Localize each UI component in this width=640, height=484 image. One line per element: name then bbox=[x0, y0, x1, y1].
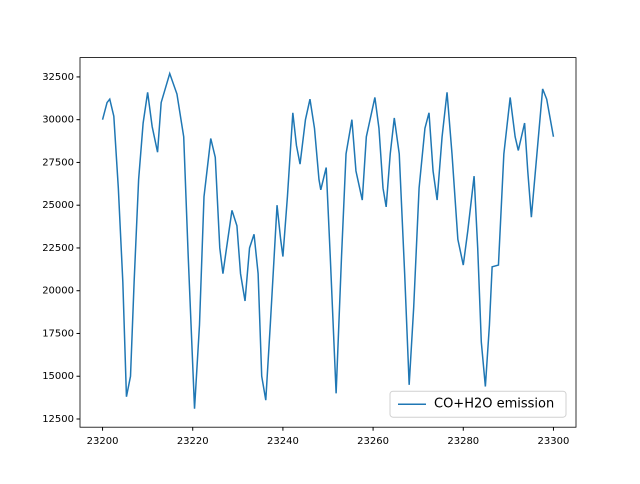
y-tick-label: 25000 bbox=[42, 200, 74, 211]
y-tick-label: 30000 bbox=[42, 115, 74, 126]
x-tick-label: 23200 bbox=[87, 436, 119, 447]
y-tick-label: 20000 bbox=[42, 286, 74, 297]
y-tick-label: 15000 bbox=[42, 371, 74, 382]
y-tick-label: 12500 bbox=[42, 414, 74, 425]
y-tick-label: 32500 bbox=[42, 72, 74, 83]
x-tick-label: 23280 bbox=[447, 436, 479, 447]
legend-label: CO+H2O emission bbox=[434, 397, 554, 412]
plot-frame bbox=[79, 57, 577, 428]
legend-box bbox=[389, 390, 567, 418]
y-tick-label: 27500 bbox=[42, 157, 74, 168]
y-tick-label: 22500 bbox=[42, 243, 74, 254]
x-tick-label: 23300 bbox=[538, 436, 570, 447]
x-tick-label: 23260 bbox=[357, 436, 389, 447]
y-tick-label: 17500 bbox=[42, 328, 74, 339]
data-line bbox=[101, 71, 555, 409]
x-tick-label: 23220 bbox=[177, 436, 209, 447]
x-tick-label: 23240 bbox=[267, 436, 299, 447]
